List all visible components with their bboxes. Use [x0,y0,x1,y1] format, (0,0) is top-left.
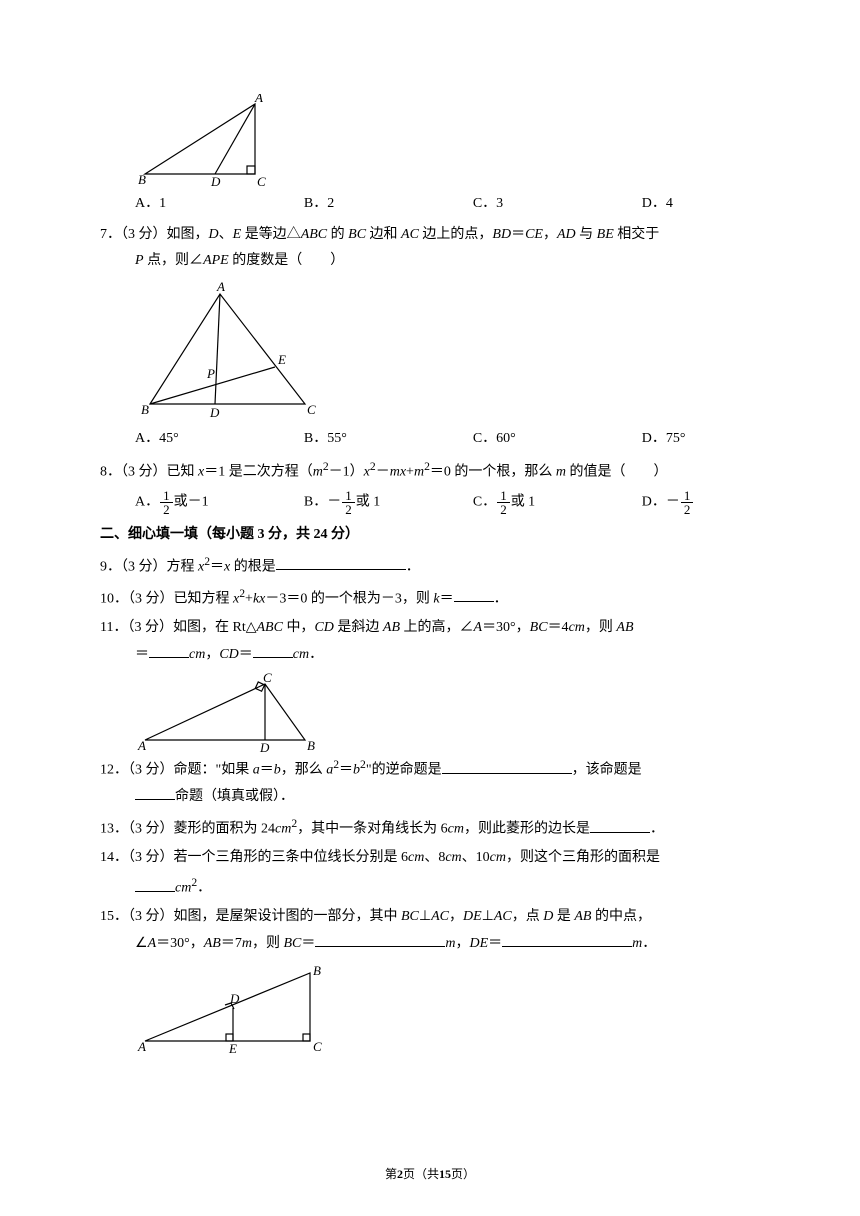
svg-text:A: A [137,1039,146,1054]
figure-q7: A B C D E P [135,279,760,424]
question-12: 12．（3 分）命题："如果 a＝b，那么 a2＝b2"的逆命题是，该命题是 命… [100,754,760,811]
blank [502,931,632,946]
option-a: A．1 [135,191,304,218]
blank [276,555,406,570]
svg-text:D: D [210,174,221,189]
option-a: A．12或－1 [135,489,304,516]
question-15: 15．（3 分）如图，是屋架设计图的一部分，其中 BC⊥AC，DE⊥AC，点 D… [100,904,760,957]
blank [442,758,572,773]
option-c: C．60° [473,426,642,453]
blank [454,587,494,602]
svg-text:D: D [259,740,270,752]
question-9: 9．（3 分）方程 x2＝x 的根是． [100,551,760,581]
option-b: B．2 [304,191,473,218]
q7-text-line2: P 点，则∠APE 的度数是（ ） [100,248,760,275]
figure-q11: A B C D [135,672,760,752]
option-d: D．75° [642,426,760,453]
blank [590,817,650,832]
option-b: B．－12或 1 [304,489,473,516]
option-a: A．45° [135,426,304,453]
svg-text:B: B [307,738,315,752]
svg-text:P: P [206,366,215,381]
q7-text: 7．（3 分）如图，D、E 是等边△ABC 的 BC 边和 AC 边上的点，BD… [100,222,760,249]
figure-q15: A B C D E [135,961,760,1056]
svg-text:B: B [141,402,149,417]
question-7: 7．（3 分）如图，D、E 是等边△ABC 的 BC 边和 AC 边上的点，BD… [100,222,760,275]
svg-text:C: C [263,672,272,685]
svg-text:A: A [216,279,225,294]
option-c: C．12或 1 [473,489,642,516]
svg-text:B: B [313,963,321,978]
svg-text:C: C [307,402,316,417]
question-14: 14．（3 分）若一个三角形的三条中位线长分别是 6cm、8cm、10cm，则这… [100,845,760,902]
blank [149,642,189,657]
blank [253,642,293,657]
q6-options: A．1 B．2 C．3 D．4 [100,191,760,218]
svg-text:A: A [254,94,263,105]
blank [315,931,445,946]
q7-options: A．45° B．55° C．60° D．75° [100,426,760,453]
option-d: D．－12 [642,489,760,516]
q8-text: 8．（3 分）已知 x＝1 是二次方程（m2－1）x2－mx+m2＝0 的一个根… [100,456,760,486]
q8-options: A．12或－1 B．－12或 1 C．12或 1 D．－12 [100,489,760,516]
svg-text:D: D [229,991,240,1006]
option-b: B．55° [304,426,473,453]
option-d: D．4 [642,191,760,218]
option-c: C．3 [473,191,642,218]
section-2-title: 二、细心填一填（每小题 3 分，共 24 分） [100,522,760,549]
svg-text:A: A [137,738,146,752]
question-10: 10．（3 分）已知方程 x2+kx－3＝0 的一个根为－3，则 k＝． [100,583,760,613]
page-footer: 第2页（共15页） [0,1163,860,1186]
svg-text:E: E [277,352,286,367]
svg-text:D: D [209,405,220,420]
blank [135,876,175,891]
svg-text:C: C [257,174,266,189]
question-13: 13．（3 分）菱形的面积为 24cm2，其中一条对角线长为 6cm，则此菱形的… [100,813,760,843]
question-8: 8．（3 分）已知 x＝1 是二次方程（m2－1）x2－mx+m2＝0 的一个根… [100,456,760,486]
question-11: 11．（3 分）如图，在 Rt△ABC 中，CD 是斜边 AB 上的高，∠A＝3… [100,615,760,668]
svg-text:C: C [313,1039,322,1054]
blank [135,785,175,800]
svg-text:B: B [138,172,146,187]
figure-q6: A B C D [135,94,760,189]
svg-text:E: E [228,1041,237,1056]
